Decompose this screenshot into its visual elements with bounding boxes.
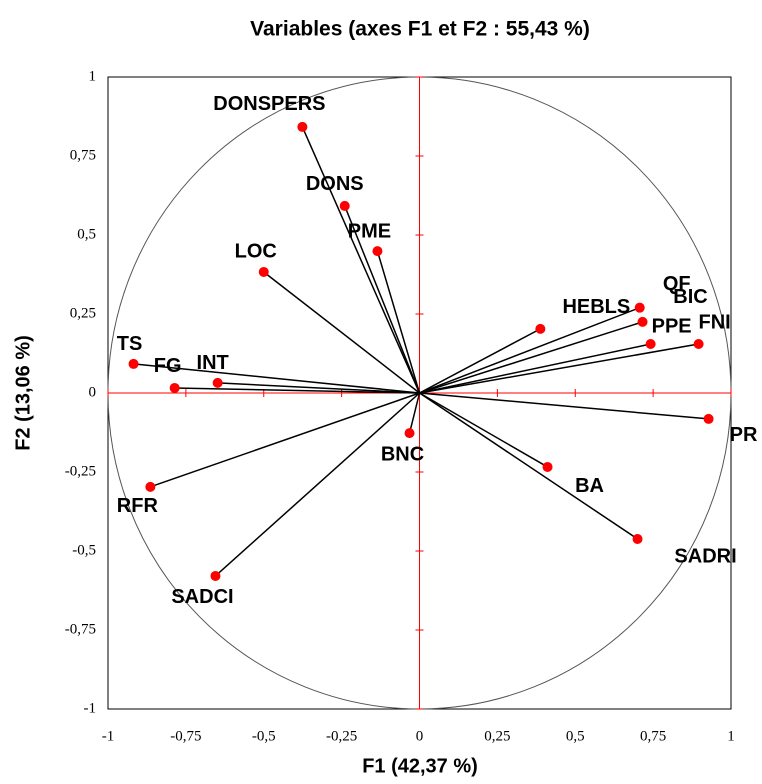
vector bbox=[408, 392, 421, 434]
vector bbox=[376, 250, 421, 394]
vector bbox=[344, 205, 421, 394]
point-label: BIC bbox=[673, 286, 707, 308]
vector bbox=[419, 343, 651, 394]
x-tick-label: -0,75 bbox=[170, 728, 201, 744]
point bbox=[297, 121, 308, 132]
point-label: INT bbox=[197, 352, 229, 374]
vector bbox=[263, 271, 420, 394]
point bbox=[212, 377, 223, 388]
vector bbox=[419, 321, 643, 394]
vector bbox=[419, 392, 548, 468]
y-tick-label: 0 bbox=[89, 384, 97, 400]
point-label: SADRI bbox=[674, 545, 736, 567]
vector bbox=[419, 392, 709, 420]
point bbox=[637, 316, 648, 327]
point bbox=[339, 200, 350, 211]
point bbox=[404, 428, 415, 439]
x-tick-label: 1 bbox=[727, 728, 735, 744]
point-label: BA bbox=[575, 475, 604, 497]
point-label: HEBLS bbox=[562, 296, 630, 318]
x-axis-label: F1 (42,37 %) bbox=[362, 755, 478, 777]
point-label: LOC bbox=[235, 240, 277, 262]
point-label: BNC bbox=[381, 443, 424, 465]
point bbox=[634, 302, 645, 313]
point bbox=[632, 533, 643, 544]
point-label: PPE bbox=[652, 315, 692, 337]
point-label: PME bbox=[348, 220, 391, 242]
vector bbox=[419, 328, 541, 394]
point-label: DONS bbox=[306, 173, 364, 195]
y-tick-label: 0,25 bbox=[70, 305, 96, 321]
point bbox=[128, 358, 139, 369]
point bbox=[372, 246, 383, 257]
point-label: FG bbox=[154, 355, 182, 377]
y-axis-label: F2 (13,06 %) bbox=[12, 335, 34, 451]
chart-title: Variables (axes F1 et F2 : 55,43 %) bbox=[250, 18, 590, 41]
point bbox=[542, 461, 553, 472]
vector bbox=[214, 392, 421, 577]
y-tick-label: -1 bbox=[84, 700, 97, 716]
y-tick-label: 0,5 bbox=[77, 226, 96, 242]
vector bbox=[150, 392, 420, 488]
point bbox=[169, 382, 180, 393]
point-label: SADCI bbox=[171, 586, 233, 608]
vector bbox=[419, 392, 638, 540]
x-tick-label: 0,75 bbox=[640, 728, 666, 744]
y-tick-label: 1 bbox=[89, 68, 97, 84]
point bbox=[258, 266, 269, 277]
point bbox=[210, 570, 221, 581]
point bbox=[535, 323, 546, 334]
y-tick-label: -0,75 bbox=[65, 621, 96, 637]
point-label: DONSPERS bbox=[213, 93, 325, 115]
vector bbox=[133, 363, 420, 394]
point-label: RFR bbox=[117, 495, 159, 517]
y-tick-label: 0,75 bbox=[70, 147, 96, 163]
point-label: TS bbox=[117, 333, 143, 355]
vector bbox=[217, 382, 420, 394]
y-tick-label: -0,5 bbox=[72, 542, 96, 558]
point-label: QF bbox=[663, 273, 691, 295]
x-tick-label: 0,25 bbox=[484, 728, 510, 744]
point-label: FNI bbox=[698, 311, 730, 333]
x-tick-label: 0 bbox=[416, 728, 424, 744]
point bbox=[703, 413, 714, 424]
point-label: PR bbox=[730, 424, 758, 446]
vector bbox=[419, 306, 641, 394]
x-tick-label: -1 bbox=[102, 728, 115, 744]
x-tick-label: 0,5 bbox=[566, 728, 585, 744]
vector bbox=[419, 343, 699, 394]
x-tick-label: -0,5 bbox=[252, 728, 276, 744]
y-tick-label: -0,25 bbox=[65, 463, 96, 479]
vector bbox=[301, 126, 421, 394]
x-tick-label: -0,25 bbox=[326, 728, 357, 744]
point bbox=[145, 481, 156, 492]
vector bbox=[174, 387, 420, 394]
point bbox=[645, 339, 656, 350]
point bbox=[693, 339, 704, 350]
